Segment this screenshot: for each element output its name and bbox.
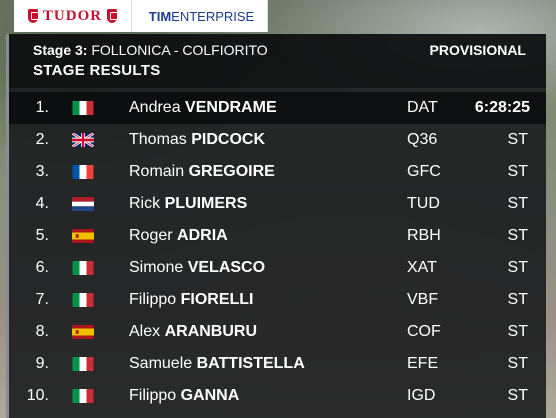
rider-first-name: Simone xyxy=(129,259,184,276)
rider-first-name: Rick xyxy=(129,195,161,212)
tudor-wordmark: TUDOR xyxy=(42,7,103,24)
team-code: Q36 xyxy=(407,131,438,148)
results-list: 1. Andrea VENDRAME DAT 6:28:25 2. Thomas PIDC… xyxy=(9,92,546,412)
rider-last-name: PIDCOCK xyxy=(191,131,266,148)
result-position: 8. xyxy=(35,323,49,340)
rider-name: Andrea VENDRAME xyxy=(129,99,277,117)
results-panel: Stage 3: FOLLONICA - COLFIORITO STAGE RE… xyxy=(6,34,546,418)
rider-last-name: GANNA xyxy=(180,387,240,404)
result-time: ST xyxy=(507,227,528,244)
team-code: XAT xyxy=(407,259,437,276)
italy-flag-icon xyxy=(72,101,94,115)
result-row: 8. Alex ARANBURU COF ST xyxy=(9,316,546,348)
results-header: Stage 3: FOLLONICA - COLFIORITO STAGE RE… xyxy=(9,34,546,88)
result-position: 9. xyxy=(35,355,49,372)
result-time: ST xyxy=(507,291,528,308)
result-time: ST xyxy=(507,163,528,180)
rider-last-name: VENDRAME xyxy=(185,99,277,116)
result-row: 7. Filippo FIORELLI VBF ST xyxy=(9,284,546,316)
tudor-logo: TUDOR xyxy=(14,0,132,32)
italy-flag-icon xyxy=(72,357,94,371)
result-time: ST xyxy=(507,323,528,340)
page-title: STAGE RESULTS xyxy=(33,62,161,79)
result-row: 1. Andrea VENDRAME DAT 6:28:25 xyxy=(9,92,546,124)
rider-name: Thomas PIDCOCK xyxy=(129,131,265,149)
rider-first-name: Samuele xyxy=(129,355,193,372)
result-time: ST xyxy=(507,259,528,276)
rider-name: Filippo FIORELLI xyxy=(129,291,253,309)
rider-first-name: Alex xyxy=(129,323,161,340)
result-time: ST xyxy=(507,195,528,212)
rider-name: Roger ADRIA xyxy=(129,227,228,245)
result-time: ST xyxy=(507,131,528,148)
result-row: 6. Simone VELASCO XAT ST xyxy=(9,252,546,284)
result-position: 3. xyxy=(35,163,49,180)
result-position: 10. xyxy=(26,387,49,404)
rider-last-name: GREGOIRE xyxy=(188,163,275,180)
rider-first-name: Roger xyxy=(129,227,173,244)
italy-flag-icon xyxy=(72,293,94,307)
italy-flag-icon xyxy=(72,261,94,275)
result-time: ST xyxy=(507,387,528,404)
team-code: GFC xyxy=(407,163,441,180)
result-time: ST xyxy=(507,355,528,372)
rider-last-name: ARANBURU xyxy=(164,323,258,340)
france-flag-icon xyxy=(72,165,94,179)
tim-enterprise-logo: TIMENTERPRISE xyxy=(132,0,268,32)
rider-name: Alex ARANBURU xyxy=(129,323,257,341)
rider-last-name: BATTISTELLA xyxy=(196,355,305,372)
result-position: 4. xyxy=(35,195,49,212)
stage-route: FOLLONICA - COLFIORITO xyxy=(91,42,268,58)
rider-name: Romain GREGOIRE xyxy=(129,163,275,181)
team-code: EFE xyxy=(407,355,439,372)
team-code: COF xyxy=(407,323,441,340)
team-code: DAT xyxy=(407,99,438,116)
result-row: 5. Roger ADRIA RBH ST xyxy=(9,220,546,252)
team-code: IGD xyxy=(407,387,436,404)
team-code: VBF xyxy=(407,291,439,308)
stage-line: Stage 3: FOLLONICA - COLFIORITO xyxy=(33,42,546,58)
rider-last-name: PLUIMERS xyxy=(164,195,248,212)
sponsor-bar: TUDOR TIMENTERPRISE xyxy=(14,0,268,32)
result-row: 9. Samuele BATTISTELLA EFE ST xyxy=(9,348,546,380)
italy-flag-icon xyxy=(72,389,94,403)
stage-label: Stage 3: xyxy=(33,42,88,58)
rider-last-name: ADRIA xyxy=(177,227,228,244)
rider-first-name: Filippo xyxy=(129,387,177,404)
rider-last-name: VELASCO xyxy=(187,259,266,276)
rider-first-name: Andrea xyxy=(129,99,181,116)
result-row: 3. Romain GREGOIRE GFC ST xyxy=(9,156,546,188)
result-position: 2. xyxy=(35,131,49,148)
tim-wordmark: TIMENTERPRISE xyxy=(148,8,255,24)
netherlands-flag-icon xyxy=(72,197,94,211)
rider-first-name: Thomas xyxy=(129,131,187,148)
spain-flag-icon xyxy=(72,325,94,339)
result-position: 5. xyxy=(35,227,49,244)
result-row: 2. Thomas PIDCOCK Q36 ST xyxy=(9,124,546,156)
rider-first-name: Filippo xyxy=(129,291,177,308)
result-time: 6:28:25 xyxy=(474,99,530,116)
rider-name: Simone VELASCO xyxy=(129,259,265,277)
rider-name: Rick PLUIMERS xyxy=(129,195,247,213)
rider-name: Samuele BATTISTELLA xyxy=(129,355,305,373)
result-position: 6. xyxy=(35,259,49,276)
result-row: 10. Filippo GANNA IGD ST xyxy=(9,380,546,412)
result-position: 1. xyxy=(35,99,49,116)
uk-flag-icon xyxy=(72,133,94,147)
rider-last-name: FIORELLI xyxy=(180,291,254,308)
tudor-shield-icon xyxy=(28,9,39,23)
rider-first-name: Romain xyxy=(129,163,185,180)
result-position: 7. xyxy=(35,291,49,308)
spain-flag-icon xyxy=(72,229,94,243)
tudor-shield-icon xyxy=(107,9,118,23)
result-row: 4. Rick PLUIMERS TUD ST xyxy=(9,188,546,220)
team-code: TUD xyxy=(407,195,440,212)
team-code: RBH xyxy=(407,227,441,244)
status-badge: PROVISIONAL xyxy=(429,42,526,58)
rider-name: Filippo GANNA xyxy=(129,387,239,405)
